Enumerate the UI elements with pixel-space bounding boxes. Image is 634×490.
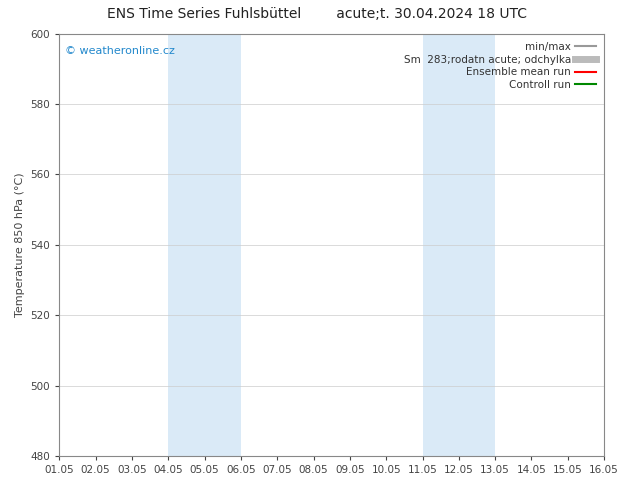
Y-axis label: Temperature 850 hPa (°C): Temperature 850 hPa (°C) xyxy=(15,172,25,317)
Bar xyxy=(168,34,241,456)
Legend: min/max, Sm  283;rodatn acute; odchylka, Ensemble mean run, Controll run: min/max, Sm 283;rodatn acute; odchylka, … xyxy=(401,39,599,93)
Text: © weatheronline.cz: © weatheronline.cz xyxy=(65,47,174,56)
Bar xyxy=(422,34,495,456)
Text: ENS Time Series Fuhlsbüttel        acute;t. 30.04.2024 18 UTC: ENS Time Series Fuhlsbüttel acute;t. 30.… xyxy=(107,7,527,22)
